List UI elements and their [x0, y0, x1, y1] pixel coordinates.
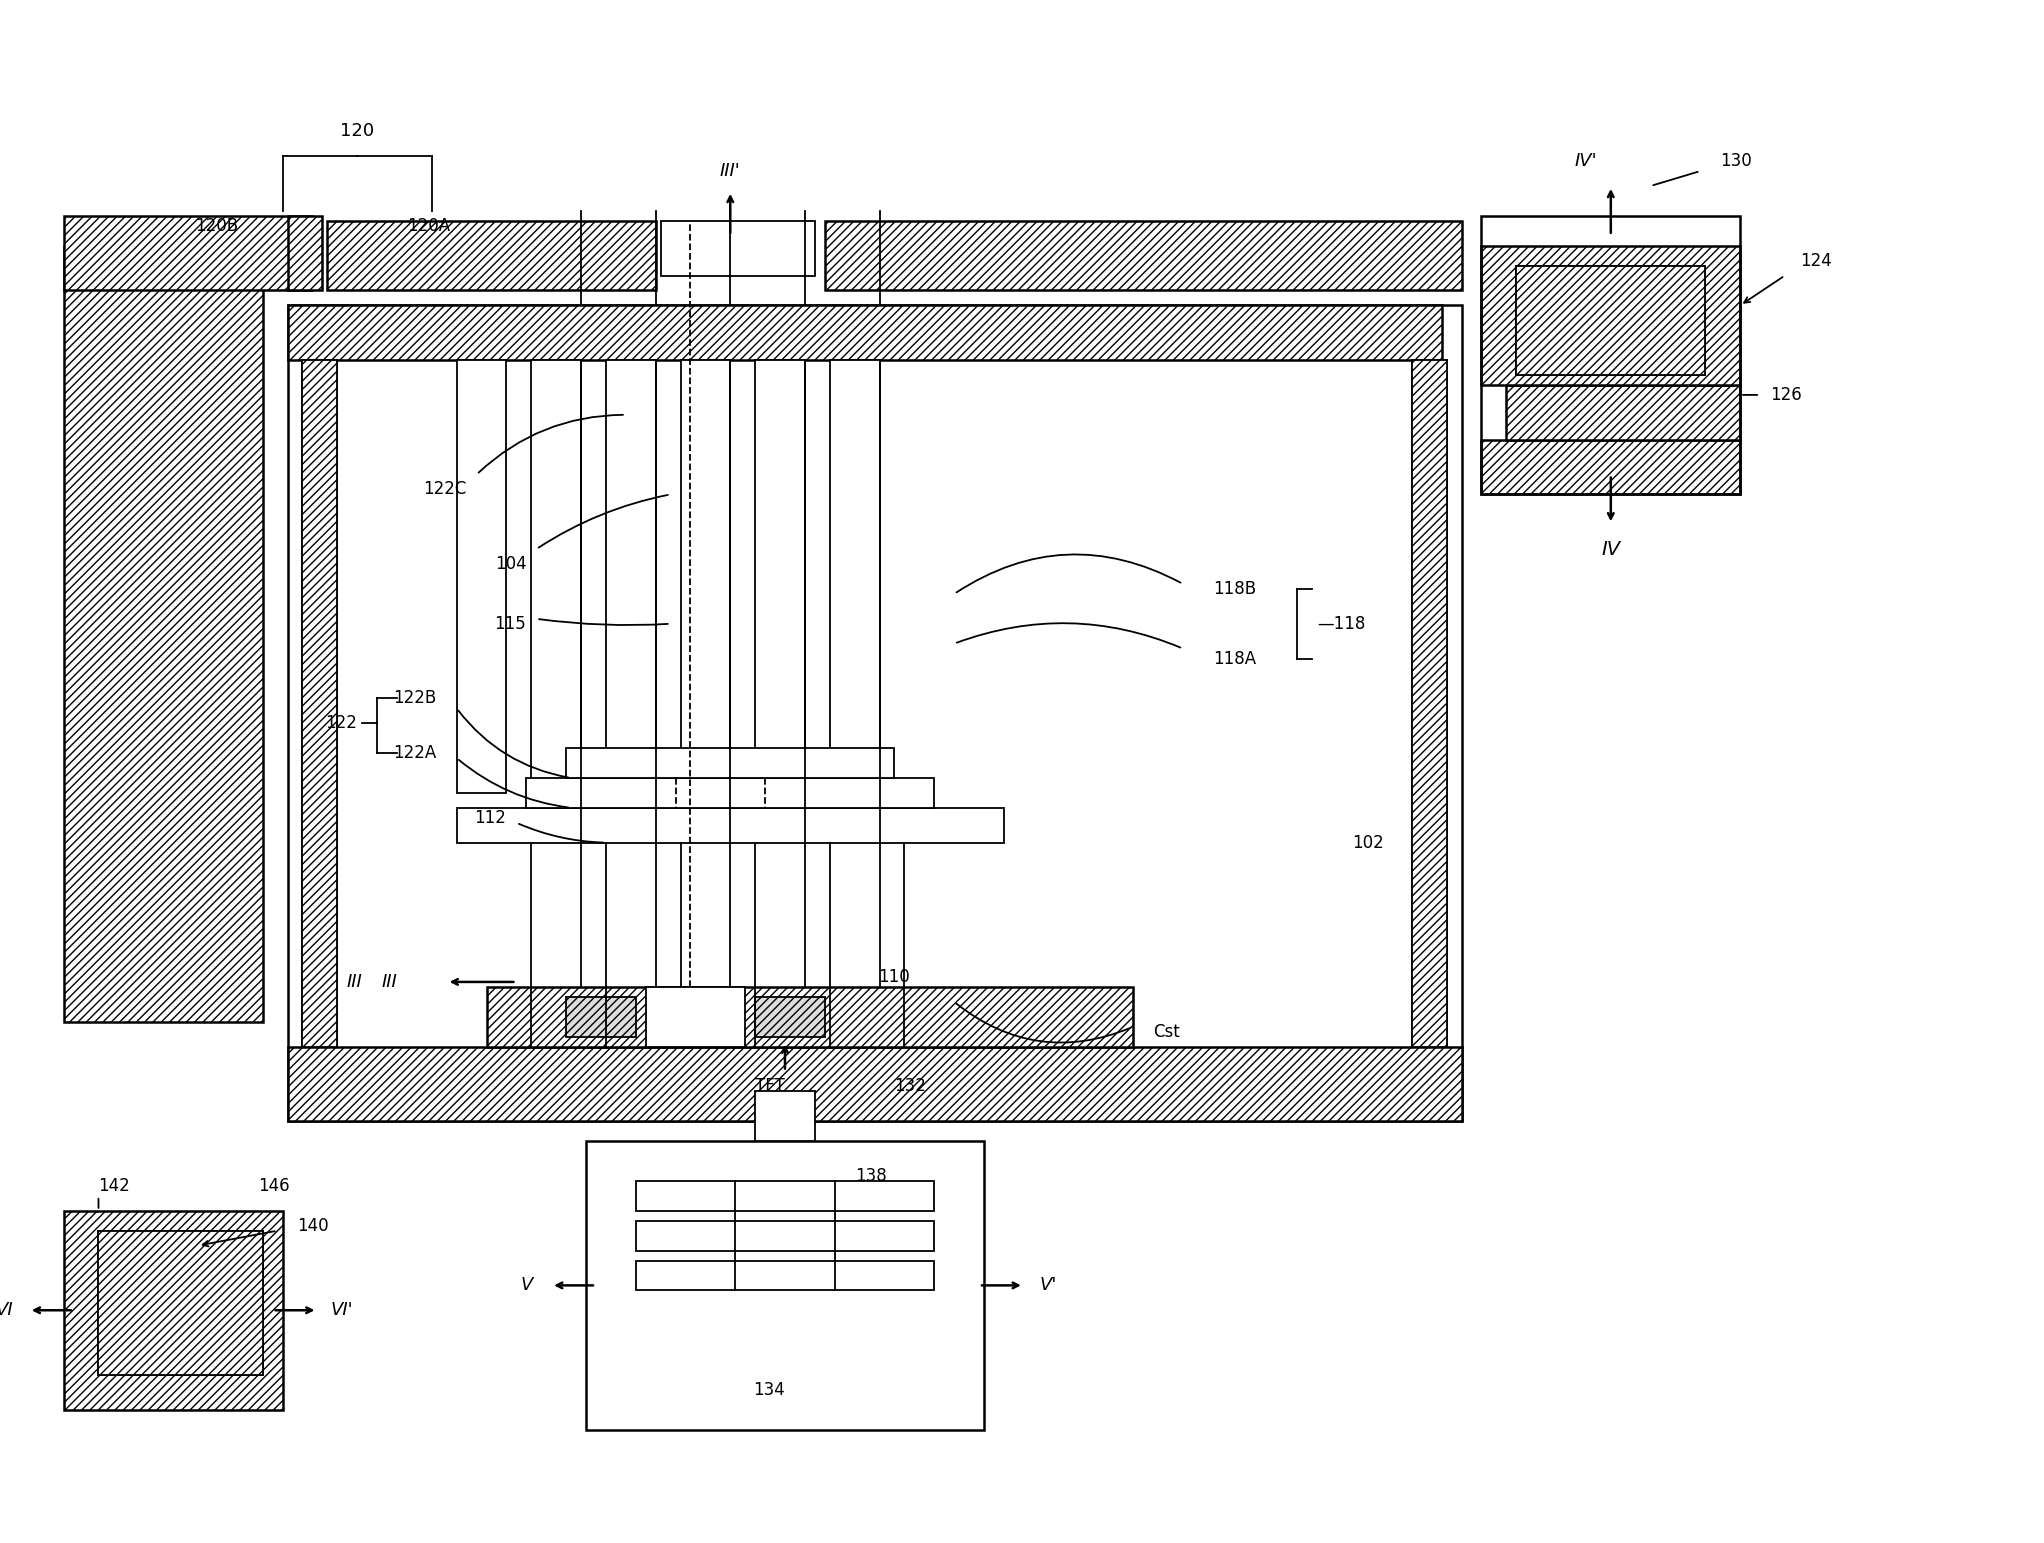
Text: V: V [519, 1276, 533, 1295]
Text: 140: 140 [298, 1217, 329, 1234]
Text: 112: 112 [474, 809, 507, 827]
Text: 110: 110 [879, 967, 910, 986]
Bar [288, 216, 323, 290]
Bar [63, 245, 262, 1021]
Bar [1517, 265, 1705, 375]
Bar [1412, 360, 1447, 1046]
Bar [1412, 360, 1447, 1046]
Text: 118A: 118A [1212, 650, 1255, 668]
Bar [63, 216, 313, 290]
Bar [636, 1180, 934, 1211]
Bar [531, 360, 580, 793]
Bar [754, 1091, 816, 1142]
Text: 122A: 122A [394, 744, 437, 762]
Text: 102: 102 [1353, 833, 1384, 852]
Bar [566, 997, 636, 1037]
Bar [605, 360, 656, 793]
Text: III: III [345, 974, 362, 991]
Bar [1517, 265, 1705, 375]
Bar [303, 360, 337, 1046]
Bar [456, 360, 507, 793]
Text: 122C: 122C [423, 480, 466, 498]
Text: 124: 124 [1801, 252, 1831, 270]
Text: 138: 138 [854, 1167, 887, 1185]
Bar [681, 360, 730, 793]
Text: III: III [382, 974, 397, 991]
Text: 120B: 120B [194, 216, 237, 235]
Bar [754, 997, 826, 1037]
Text: —118: —118 [1316, 614, 1365, 633]
Text: 142: 142 [98, 1177, 131, 1194]
Bar [1506, 384, 1739, 440]
Bar [1482, 245, 1739, 384]
Text: 146: 146 [258, 1177, 290, 1194]
Text: 130: 130 [1721, 153, 1752, 170]
Text: V': V' [1040, 1276, 1057, 1295]
Bar [288, 1046, 1461, 1122]
Text: TFT: TFT [754, 1077, 785, 1096]
Bar [303, 360, 337, 1046]
Bar [525, 778, 934, 809]
Text: Cst: Cst [1153, 1023, 1179, 1040]
Bar [1482, 216, 1739, 494]
Bar [660, 221, 816, 276]
Text: 122: 122 [325, 714, 358, 733]
Text: 115: 115 [495, 614, 525, 633]
Bar [98, 1231, 262, 1375]
Bar [288, 306, 1441, 360]
Text: 120A: 120A [407, 216, 450, 235]
Text: 120: 120 [339, 122, 374, 140]
Bar [587, 1142, 983, 1430]
Bar [830, 360, 879, 793]
Text: 118B: 118B [1212, 580, 1255, 599]
Bar [636, 1261, 934, 1290]
Bar [486, 988, 1132, 1046]
Text: VI: VI [0, 1301, 12, 1319]
Text: IV': IV' [1574, 153, 1596, 170]
Text: 122B: 122B [394, 690, 437, 707]
Bar [646, 988, 746, 1046]
Bar [288, 306, 1461, 1122]
Bar [566, 748, 895, 778]
Bar [826, 221, 1461, 290]
Text: VI': VI' [331, 1301, 354, 1319]
Text: IV: IV [1600, 540, 1621, 559]
Text: 126: 126 [1770, 386, 1801, 404]
Bar [63, 1211, 282, 1410]
Bar [754, 360, 805, 793]
Text: 104: 104 [495, 555, 525, 572]
Bar [327, 221, 656, 290]
Text: III': III' [719, 162, 740, 181]
Text: 134: 134 [754, 1381, 785, 1400]
Bar [98, 1231, 262, 1375]
Bar [456, 809, 1004, 842]
Bar [1482, 440, 1739, 494]
Text: 132: 132 [895, 1077, 926, 1096]
Bar [636, 1221, 934, 1250]
